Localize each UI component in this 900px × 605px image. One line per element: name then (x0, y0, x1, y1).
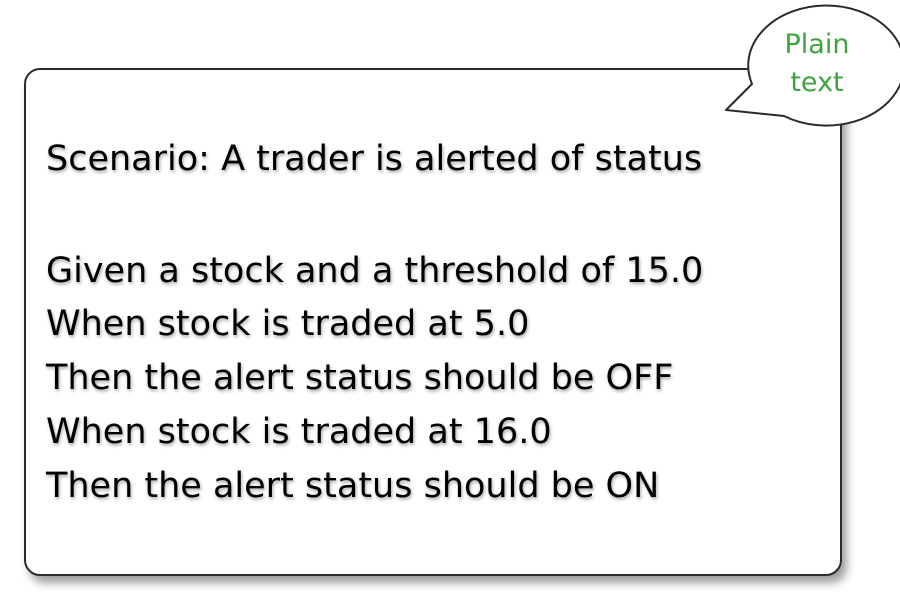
step-then-2: Then the alert status should be ON (46, 466, 660, 506)
step-then-1: Then the alert status should be OFF (46, 358, 674, 398)
step-when-1: When stock is traded at 5.0 (46, 304, 530, 344)
callout-line-2: text (790, 67, 844, 98)
scenario-title: Scenario: A trader is alerted of status (46, 139, 703, 179)
scenario-card (24, 68, 842, 576)
callout-label: Plain text (758, 26, 876, 102)
step-when-2: When stock is traded at 16.0 (46, 412, 552, 452)
callout-line-1: Plain (784, 29, 850, 60)
step-given: Given a stock and a threshold of 15.0 (46, 251, 704, 291)
speech-bubble-icon (725, 4, 900, 127)
